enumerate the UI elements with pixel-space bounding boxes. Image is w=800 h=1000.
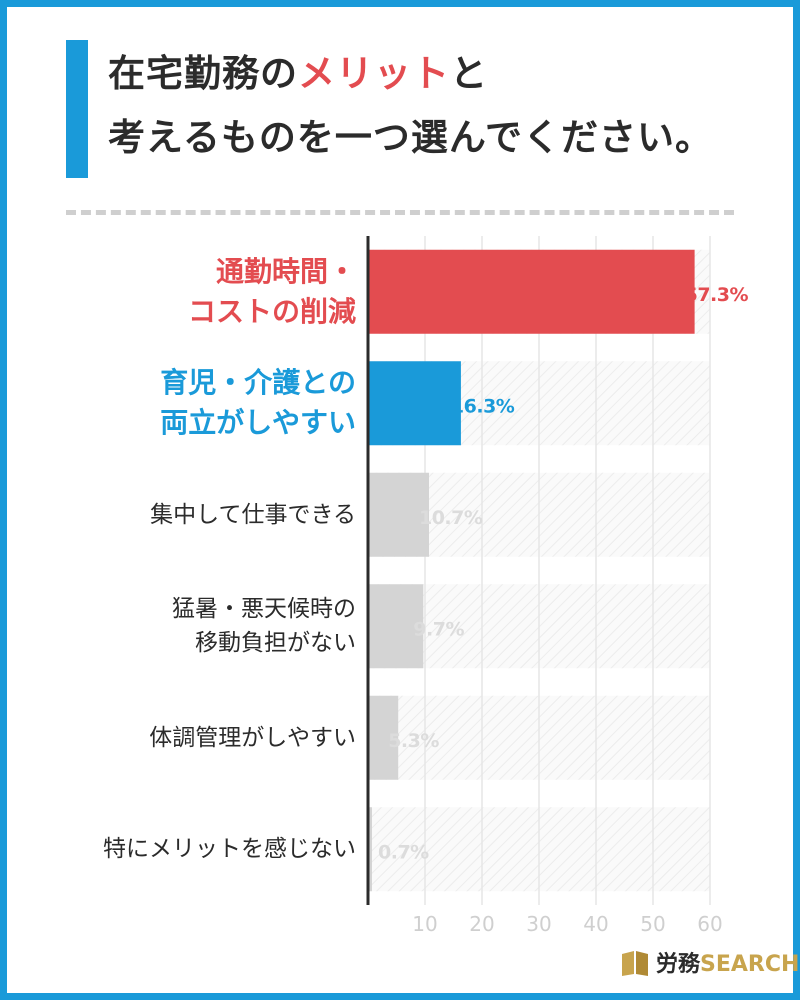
value-label: 57.3%: [685, 284, 749, 306]
category-label: 特にメリットを感じない: [103, 832, 356, 866]
value-label: 10.7%: [419, 507, 483, 529]
x-tick-label: 50: [640, 912, 665, 936]
value-label: 9.7%: [413, 618, 464, 640]
category-label-line: 集中して仕事できる: [150, 501, 356, 528]
title-prefix: 在宅勤務の: [108, 52, 298, 95]
x-tick-label: 40: [583, 912, 608, 936]
title-accent-bar: [66, 40, 88, 178]
category-label-line: コストの削減: [187, 294, 356, 328]
title-accent: メリット: [298, 52, 450, 95]
title-divider: [66, 210, 734, 215]
value-label: 16.3%: [451, 395, 515, 417]
bar: [368, 584, 424, 669]
brand-logo: 労務SEARCH: [620, 946, 799, 978]
title-line-2: 考えるものを一つ選んでください。: [108, 116, 714, 159]
bar: [368, 807, 372, 892]
category-label: 通勤時間・コストの削減: [188, 252, 356, 332]
logo-search: SEARCH: [700, 952, 800, 977]
x-tick-label: 30: [526, 912, 551, 936]
category-label-line: 体調管理がしやすい: [149, 724, 356, 751]
chart-title: 在宅勤務のメリットと 考えるものを一つ選んでください。: [108, 42, 768, 170]
x-tick-label: 60: [697, 912, 722, 936]
book-icon: [622, 951, 648, 976]
category-label: 集中して仕事できる: [150, 498, 356, 532]
bar: [368, 472, 429, 557]
category-label-line: 育児・介護との: [160, 366, 356, 400]
logo-kanji: 労務: [656, 952, 701, 977]
x-tick-label: 10: [412, 912, 437, 936]
title-line-1: 在宅勤務のメリットと: [108, 42, 768, 106]
category-label-line: 両立がしやすい: [160, 406, 356, 440]
value-label: 5.3%: [388, 730, 439, 752]
logo-text: 労務SEARCH: [656, 946, 799, 978]
bar: [368, 695, 399, 780]
category-label: 体調管理がしやすい: [149, 721, 356, 755]
category-label: 猛暑・悪天候時の移動負担がない: [172, 592, 356, 660]
bar: [368, 361, 461, 446]
title-suffix: と: [450, 52, 488, 95]
category-label-line: 移動負担がない: [195, 630, 356, 657]
bar: [368, 249, 695, 334]
x-tick-label: 20: [469, 912, 494, 936]
category-label: 育児・介護との 両立がしやすい: [160, 363, 356, 443]
value-label: 0.7%: [378, 841, 429, 863]
category-label-line: 通勤時間・: [215, 254, 356, 288]
category-label-line: 特にメリットを感じない: [103, 836, 356, 863]
category-label-line: 猛暑・悪天候時の: [172, 596, 356, 623]
